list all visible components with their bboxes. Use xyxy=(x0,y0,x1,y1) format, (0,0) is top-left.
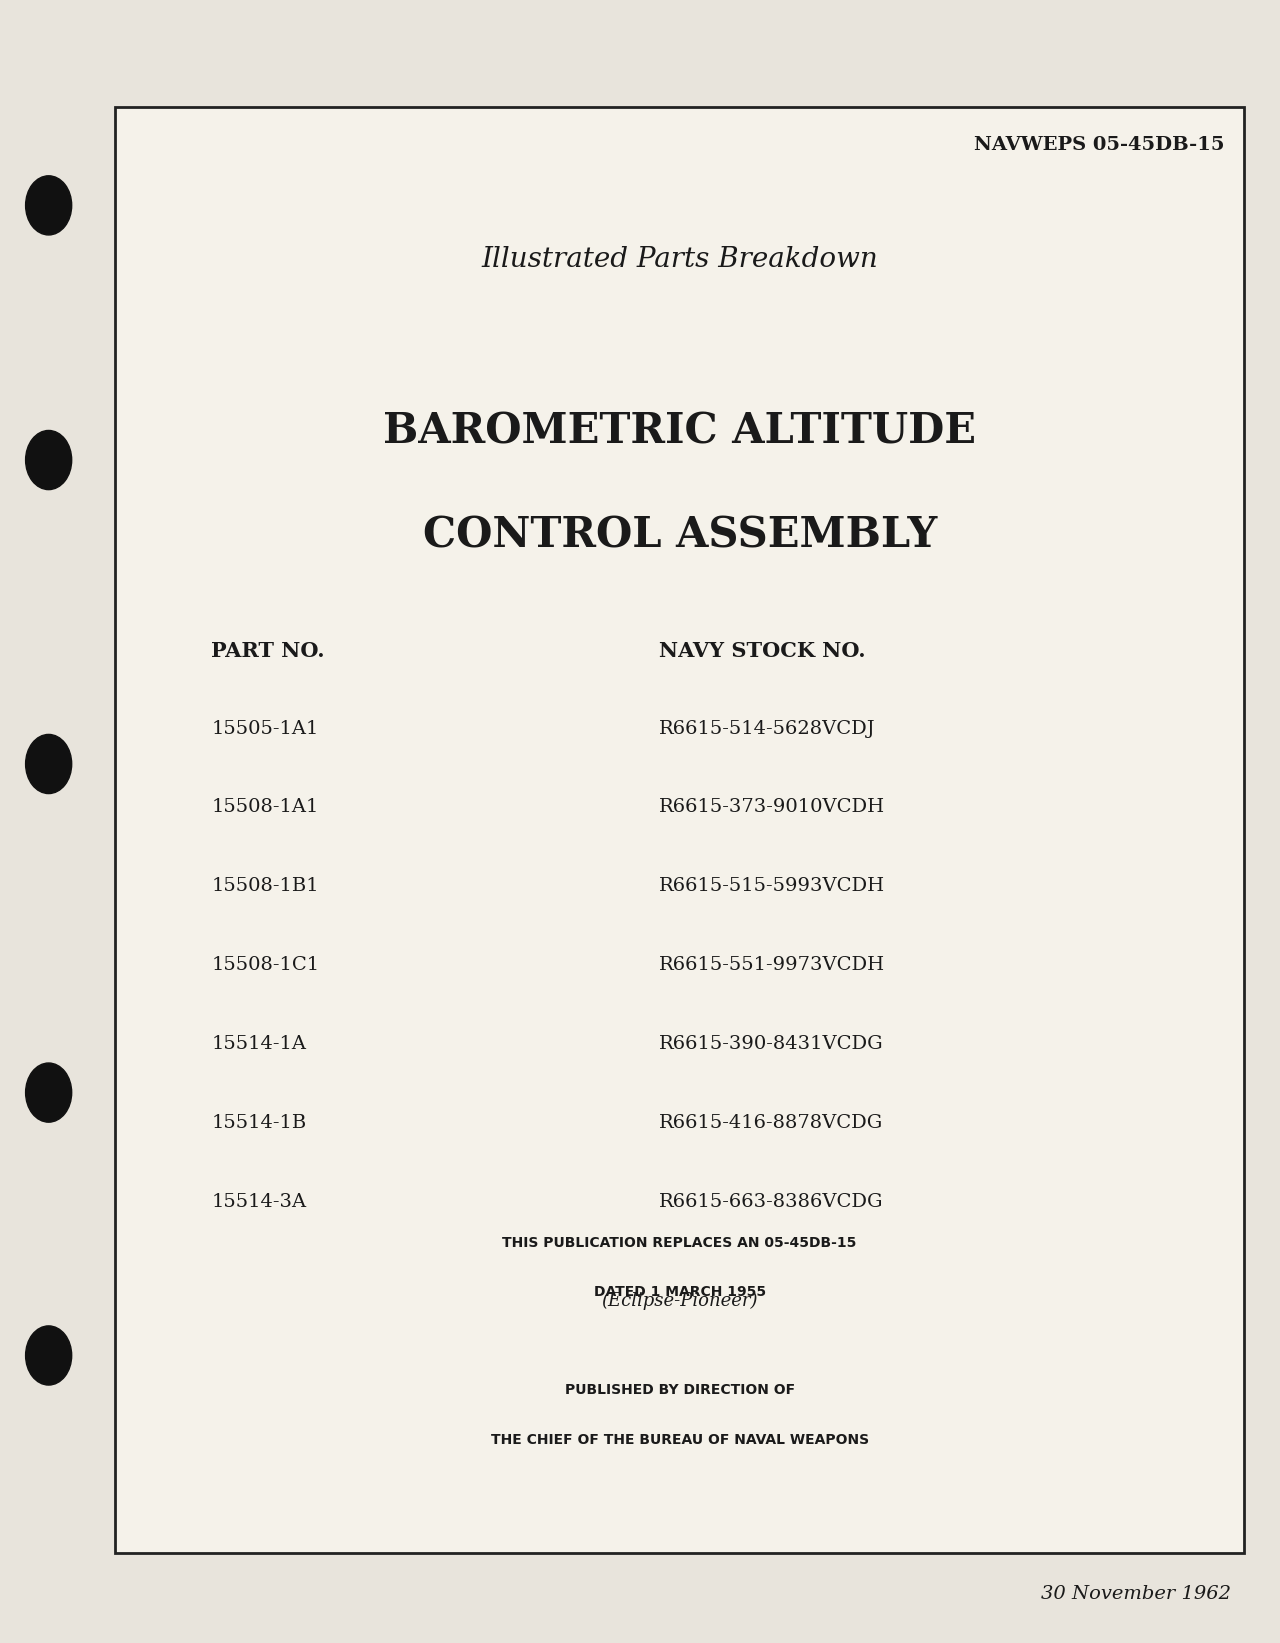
Text: Illustrated Parts Breakdown: Illustrated Parts Breakdown xyxy=(481,246,878,273)
Text: R6615-373-9010VCDH: R6615-373-9010VCDH xyxy=(659,798,886,817)
Text: R6615-551-9973VCDH: R6615-551-9973VCDH xyxy=(659,956,886,974)
Text: CONTROL ASSEMBLY: CONTROL ASSEMBLY xyxy=(422,514,937,557)
Circle shape xyxy=(26,1326,72,1385)
Text: (Eclipse-Pioneer): (Eclipse-Pioneer) xyxy=(602,1291,758,1309)
Text: 15514-1A: 15514-1A xyxy=(211,1035,306,1053)
Text: BAROMETRIC ALTITUDE: BAROMETRIC ALTITUDE xyxy=(383,411,977,453)
Text: PUBLISHED BY DIRECTION OF: PUBLISHED BY DIRECTION OF xyxy=(564,1383,795,1398)
Text: R6615-515-5993VCDH: R6615-515-5993VCDH xyxy=(659,877,886,895)
Text: 15508-1B1: 15508-1B1 xyxy=(211,877,319,895)
Text: DATED 1 MARCH 1955: DATED 1 MARCH 1955 xyxy=(594,1285,765,1300)
Text: NAVY STOCK NO.: NAVY STOCK NO. xyxy=(659,641,865,660)
Text: R6615-416-8878VCDG: R6615-416-8878VCDG xyxy=(659,1114,883,1132)
Text: THIS PUBLICATION REPLACES AN 05-45DB-15: THIS PUBLICATION REPLACES AN 05-45DB-15 xyxy=(503,1236,856,1250)
Circle shape xyxy=(26,1063,72,1122)
Circle shape xyxy=(26,176,72,235)
Text: 15508-1A1: 15508-1A1 xyxy=(211,798,319,817)
Text: 15505-1A1: 15505-1A1 xyxy=(211,720,319,738)
Text: R6615-663-8386VCDG: R6615-663-8386VCDG xyxy=(659,1193,883,1211)
Text: R6615-390-8431VCDG: R6615-390-8431VCDG xyxy=(659,1035,883,1053)
Text: R6615-514-5628VCDJ: R6615-514-5628VCDJ xyxy=(659,720,876,738)
Text: 15514-1B: 15514-1B xyxy=(211,1114,306,1132)
Text: 15514-3A: 15514-3A xyxy=(211,1193,306,1211)
Text: NAVWEPS 05-45DB-15: NAVWEPS 05-45DB-15 xyxy=(974,136,1225,154)
Bar xyxy=(115,107,1244,1553)
Text: PART NO.: PART NO. xyxy=(211,641,325,660)
Circle shape xyxy=(26,430,72,490)
Text: 15508-1C1: 15508-1C1 xyxy=(211,956,319,974)
Circle shape xyxy=(26,734,72,794)
Text: 30 November 1962: 30 November 1962 xyxy=(1042,1585,1231,1604)
Text: THE CHIEF OF THE BUREAU OF NAVAL WEAPONS: THE CHIEF OF THE BUREAU OF NAVAL WEAPONS xyxy=(490,1433,869,1447)
